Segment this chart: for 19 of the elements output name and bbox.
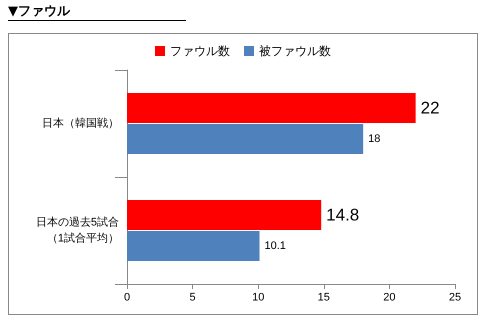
x-tick-label: 0 [124, 292, 130, 304]
x-tick-label: 20 [383, 292, 396, 304]
bar [127, 124, 364, 154]
legend-label: 被ファウル数 [259, 44, 331, 58]
data-label: 18 [368, 132, 380, 145]
bar [127, 93, 416, 124]
y-tick-label: 日本の過去5試合（1試合平均） [36, 216, 119, 244]
x-tick-label: 5 [190, 292, 196, 304]
legend-label: ファウル数 [170, 44, 230, 58]
data-label: 14.8 [326, 206, 360, 225]
bar [127, 230, 260, 261]
x-tick-label: 25 [448, 292, 462, 304]
data-label: 10.1 [264, 240, 286, 252]
chart-title: ▼ファウル [8, 2, 186, 21]
x-tick-label: 10 [252, 292, 264, 304]
bar [127, 200, 322, 230]
y-tick-label: 日本（韓国戦） [42, 116, 119, 130]
x-tick-label: 15 [318, 292, 330, 304]
data-label: 22 [420, 98, 440, 118]
